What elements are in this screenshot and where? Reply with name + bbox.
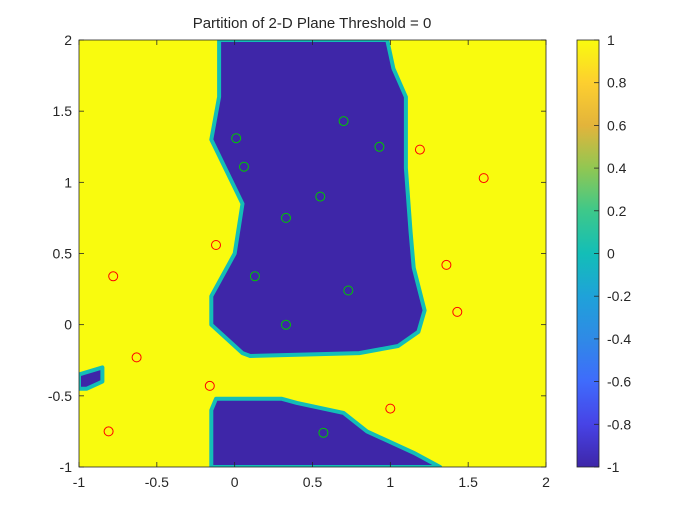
- colorbar-tick-label: 0: [607, 246, 615, 262]
- low-region-2: [209, 396, 443, 467]
- x-axis: -1 -0.5 0 0.5 1 1.5 2: [73, 40, 550, 490]
- point-series2-3: [211, 240, 221, 250]
- colorbar-tick-label: 0.2: [607, 203, 627, 219]
- y-tick-label: -1: [60, 459, 73, 475]
- point-series1-7: [249, 271, 260, 282]
- y-axis: -1 -0.5 0 0.5 1 1.5 2: [48, 32, 546, 475]
- point-series2-2: [478, 173, 489, 184]
- point-series2-1: [414, 144, 425, 155]
- point-series1-8: [343, 285, 354, 296]
- point-series1-5: [315, 191, 326, 202]
- point-series2-10: [103, 426, 114, 437]
- point-series1-4: [374, 141, 385, 152]
- x-tick-label: -0.5: [145, 474, 169, 490]
- x-tick-label: 1: [386, 474, 394, 490]
- colorbar-tick-label: 1: [607, 32, 615, 48]
- x-tick-label: 1.5: [458, 474, 478, 490]
- point-series2-5: [441, 259, 452, 270]
- low-region-1: [209, 40, 427, 358]
- point-series2-7: [131, 352, 142, 363]
- point-series2-6: [452, 306, 463, 317]
- colorbar-tick-label: -0.6: [607, 374, 631, 390]
- y-tick-label: 0.5: [53, 246, 73, 262]
- colorbar-tick-label: 0.8: [607, 75, 627, 91]
- x-tick-label: -1: [73, 474, 86, 490]
- colorbar-tick-label: -1: [607, 459, 620, 475]
- point-series1-2: [239, 161, 249, 172]
- colorbar-tick-label: -0.4: [607, 331, 631, 347]
- y-tick-label: 2: [64, 32, 72, 48]
- point-series2-4: [108, 271, 119, 282]
- low-region-3: [79, 365, 105, 391]
- y-tick-label: 1.5: [53, 103, 73, 119]
- x-tick-label: 2: [542, 474, 550, 490]
- point-series1-3: [338, 116, 349, 127]
- low-regions: [79, 40, 443, 467]
- colorbar-tick-label: -0.8: [607, 416, 631, 432]
- point-series1-10: [318, 427, 329, 438]
- colorbar-tick-label: 0.4: [607, 160, 627, 176]
- x-tick-label: 0: [231, 474, 239, 490]
- chart-title: Partition of 2-D Plane Threshold = 0: [193, 15, 432, 32]
- plot-area: [78, 39, 547, 468]
- colorbar-tick-label: 0.6: [607, 117, 627, 133]
- x-tick-label: 0.5: [303, 474, 323, 490]
- point-series2-9: [385, 403, 396, 414]
- point-series1-9: [281, 319, 291, 330]
- y-tick-label: -0.5: [48, 388, 72, 404]
- colorbar: -1 -0.8 -0.6 -0.4 -0.2 0 0.2 0.4 0.6 0.8 1: [576, 32, 631, 475]
- colorbar-tick-label: -0.2: [607, 288, 631, 304]
- point-series1-1: [231, 133, 242, 144]
- point-series2-8: [204, 380, 215, 391]
- y-tick-label: 0: [64, 317, 72, 333]
- point-series1-6: [281, 212, 291, 223]
- colorbar-ticks: -1 -0.8 -0.6 -0.4 -0.2 0 0.2 0.4 0.6 0.8 1: [594, 32, 631, 475]
- y-tick-label: 1: [64, 174, 72, 190]
- data-points: [103, 116, 489, 438]
